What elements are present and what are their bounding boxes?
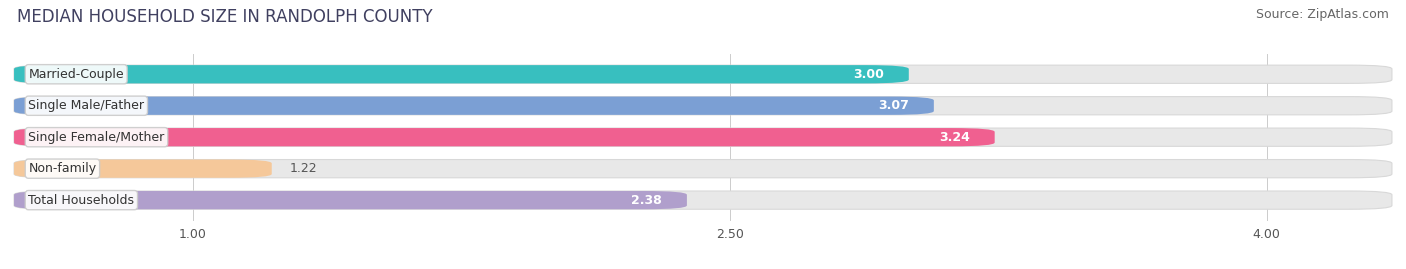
Text: 3.00: 3.00	[853, 68, 884, 81]
FancyBboxPatch shape	[14, 191, 1392, 209]
FancyBboxPatch shape	[14, 65, 1392, 83]
FancyBboxPatch shape	[14, 191, 688, 209]
Text: Single Male/Father: Single Male/Father	[28, 99, 145, 112]
FancyBboxPatch shape	[14, 97, 934, 115]
Text: 1.22: 1.22	[290, 162, 318, 175]
Text: 2.38: 2.38	[631, 194, 662, 207]
FancyBboxPatch shape	[14, 160, 271, 178]
FancyBboxPatch shape	[14, 160, 1392, 178]
Text: Non-family: Non-family	[28, 162, 97, 175]
Text: MEDIAN HOUSEHOLD SIZE IN RANDOLPH COUNTY: MEDIAN HOUSEHOLD SIZE IN RANDOLPH COUNTY	[17, 8, 433, 26]
Text: Single Female/Mother: Single Female/Mother	[28, 131, 165, 144]
FancyBboxPatch shape	[14, 97, 1392, 115]
Text: Married-Couple: Married-Couple	[28, 68, 124, 81]
FancyBboxPatch shape	[14, 128, 1392, 146]
FancyBboxPatch shape	[14, 65, 908, 83]
FancyBboxPatch shape	[14, 128, 994, 146]
Text: Total Households: Total Households	[28, 194, 135, 207]
Text: Source: ZipAtlas.com: Source: ZipAtlas.com	[1256, 8, 1389, 21]
Text: 3.24: 3.24	[939, 131, 970, 144]
Text: 3.07: 3.07	[877, 99, 908, 112]
